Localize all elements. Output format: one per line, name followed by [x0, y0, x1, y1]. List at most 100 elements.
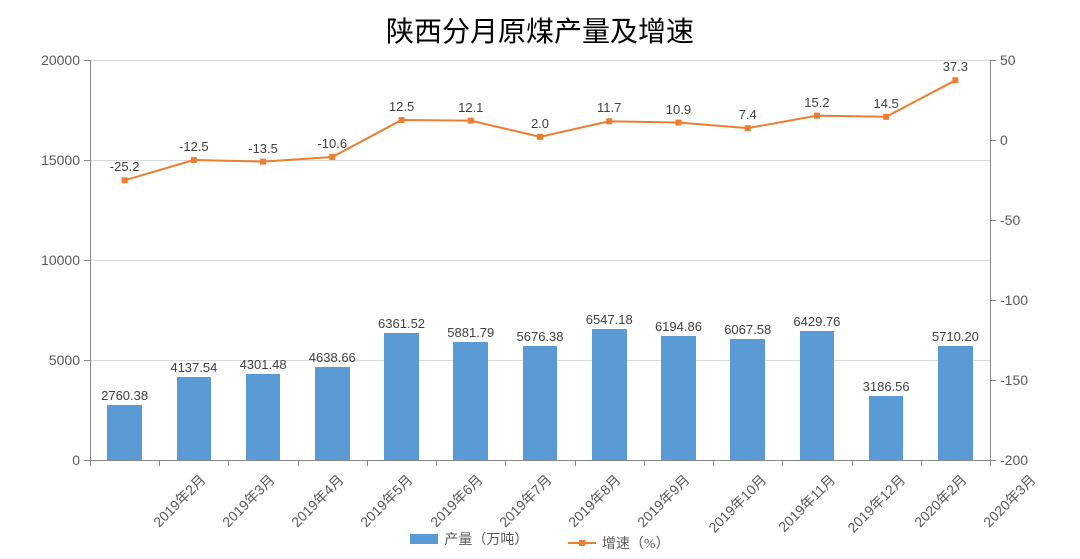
y1-axis-line: [90, 60, 91, 460]
x-tick-mark: [990, 460, 991, 466]
bar-value-label: 6547.18: [586, 312, 633, 327]
legend-swatch-bar: [410, 534, 438, 544]
x-tick-label: 2019年9月: [633, 470, 694, 531]
bar: [730, 339, 765, 460]
y1-tick-label: 10000: [41, 252, 80, 268]
x-tick-mark: [90, 460, 91, 466]
x-tick-label: 2020年2月: [910, 470, 971, 531]
y2-tick-label: -50: [1000, 212, 1020, 228]
legend-label-line: 增速（%）: [602, 533, 670, 553]
x-tick-label: 2019年12月: [843, 470, 910, 537]
y1-tick-mark: [84, 160, 90, 161]
bar-value-label: 3186.56: [863, 379, 910, 394]
x-tick-mark: [367, 460, 368, 466]
line-marker: [122, 177, 128, 183]
y2-tick-label: -200: [1000, 452, 1028, 468]
x-tick-mark: [852, 460, 853, 466]
line-value-label: 14.5: [873, 96, 898, 111]
gridline: [90, 160, 990, 161]
x-tick-label: 2019年4月: [287, 470, 348, 531]
y1-tick-mark: [84, 360, 90, 361]
x-tick-mark: [436, 460, 437, 466]
bar: [592, 329, 627, 460]
y2-axis-line: [990, 60, 991, 460]
x-tick-mark: [782, 460, 783, 466]
y2-tick-label: -100: [1000, 292, 1028, 308]
chart-title: 陕西分月原煤产量及增速: [0, 10, 1080, 50]
legend-item-bar: 产量（万吨）: [410, 529, 528, 549]
x-tick-mark: [159, 460, 160, 466]
line-marker: [883, 114, 889, 120]
line-marker: [675, 120, 681, 126]
y1-tick-mark: [84, 60, 90, 61]
gridline: [90, 260, 990, 261]
x-tick-label: 2019年7月: [494, 470, 555, 531]
x-tick-mark: [575, 460, 576, 466]
y2-tick-mark: [990, 60, 996, 61]
line-marker: [745, 125, 751, 131]
bar-value-label: 4137.54: [170, 360, 217, 375]
y1-tick-label: 5000: [49, 352, 80, 368]
gridline: [90, 60, 990, 61]
bar: [315, 367, 350, 460]
bar-value-label: 5881.79: [447, 325, 494, 340]
y2-tick-label: 50: [1000, 52, 1016, 68]
x-tick-mark: [713, 460, 714, 466]
legend-item-line: 增速（%）: [568, 533, 670, 553]
x-tick-label: 2020年3月: [979, 470, 1040, 531]
line-marker: [468, 118, 474, 124]
line-value-label: -25.2: [110, 159, 140, 174]
y2-tick-mark: [990, 300, 996, 301]
y2-tick-label: -150: [1000, 372, 1028, 388]
y1-tick-mark: [84, 260, 90, 261]
legend-label-bar: 产量（万吨）: [444, 529, 528, 549]
line-value-label: -10.6: [317, 136, 347, 151]
bar: [661, 336, 696, 460]
chart-container: 陕西分月原煤产量及增速 0 5000 10000 15000 20000 -200 -15…: [0, 0, 1080, 559]
line-marker: [537, 134, 543, 140]
x-tick-label: 2019年2月: [148, 470, 209, 531]
y2-tick-mark: [990, 220, 996, 221]
line-value-label: 2.0: [531, 116, 549, 131]
line-value-label: 37.3: [943, 59, 968, 74]
bar: [107, 405, 142, 460]
x-tick-label: 2019年5月: [356, 470, 417, 531]
y1-tick-label: 0: [72, 452, 80, 468]
line-marker: [952, 77, 958, 83]
bar-value-label: 5710.20: [932, 329, 979, 344]
y2-tick-mark: [990, 380, 996, 381]
bar: [938, 346, 973, 460]
bar-value-label: 6067.58: [724, 322, 771, 337]
bar: [800, 331, 835, 460]
legend-swatch-line: [568, 542, 596, 544]
x-tick-mark: [505, 460, 506, 466]
y2-tick-label: 0: [1000, 132, 1008, 148]
y2-tick-mark: [990, 140, 996, 141]
bar: [453, 342, 488, 460]
line-value-label: 12.5: [389, 99, 414, 114]
bar-value-label: 6194.86: [655, 319, 702, 334]
x-tick-mark: [298, 460, 299, 466]
x-tick-label: 2019年10月: [704, 470, 771, 537]
bar: [246, 374, 281, 460]
bar-value-label: 6429.76: [793, 314, 840, 329]
bar-value-label: 5676.38: [517, 329, 564, 344]
x-tick-mark: [921, 460, 922, 466]
x-tick-mark: [644, 460, 645, 466]
line-value-label: 10.9: [666, 102, 691, 117]
bar-value-label: 2760.38: [101, 388, 148, 403]
line-value-label: 15.2: [804, 95, 829, 110]
line-value-label: -13.5: [248, 141, 278, 156]
x-tick-label: 2019年3月: [217, 470, 278, 531]
line-marker: [399, 117, 405, 123]
line-value-label: 12.1: [458, 100, 483, 115]
y1-tick-label: 20000: [41, 52, 80, 68]
line-marker: [814, 113, 820, 119]
y1-tick-label: 15000: [41, 152, 80, 168]
x-tick-label: 2019年6月: [425, 470, 486, 531]
bar-value-label: 4301.48: [240, 357, 287, 372]
line-value-label: 7.4: [739, 107, 757, 122]
bar: [523, 346, 558, 460]
x-tick-label: 2019年8月: [564, 470, 625, 531]
bar: [177, 377, 212, 460]
